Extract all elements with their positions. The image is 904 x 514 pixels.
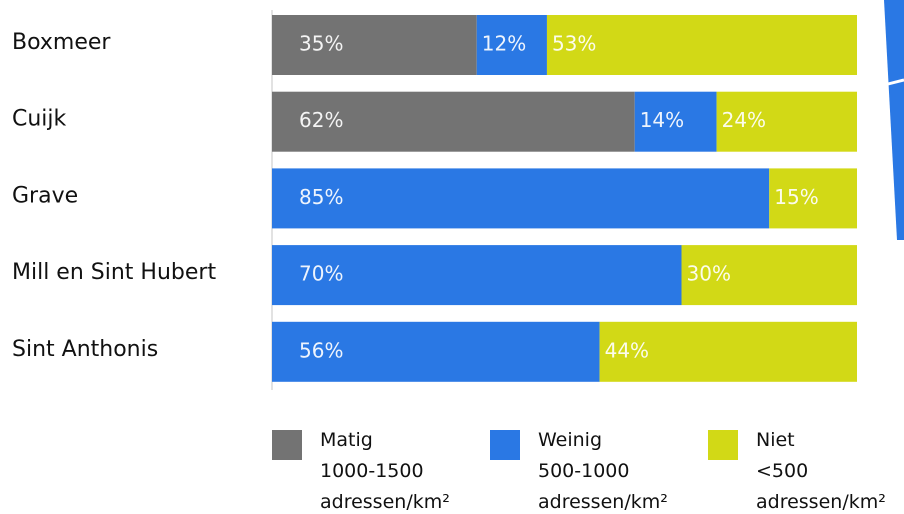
value-label: 14%	[640, 108, 684, 132]
category-label: Cuijk	[12, 107, 67, 132]
legend-swatch	[708, 430, 738, 460]
bar-segment	[716, 91, 857, 152]
value-label: 62%	[299, 108, 343, 132]
bar-segment	[272, 91, 635, 152]
bar-segment	[476, 15, 547, 75]
bar-segment	[599, 321, 857, 382]
legend-label: Niet <500 adressen/km²	[756, 429, 886, 513]
value-label: 30%	[687, 262, 731, 286]
category-label: Sint Anthonis	[12, 337, 158, 362]
legend-swatch	[272, 430, 302, 460]
value-label: 70%	[299, 262, 343, 286]
value-label: 85%	[299, 185, 343, 209]
legend-label: Matig 1000-1500 adressen/km²	[320, 429, 450, 513]
decoration	[884, 0, 904, 240]
value-label: 53%	[552, 32, 596, 56]
bar-segment	[272, 321, 600, 382]
category-label: Mill en Sint Hubert	[12, 260, 216, 285]
value-label: 12%	[482, 32, 526, 56]
bar-segment	[546, 15, 857, 75]
bar-segment	[681, 245, 857, 306]
bar-segment	[769, 168, 857, 229]
value-label: 24%	[722, 108, 766, 132]
bar-segment	[272, 168, 770, 229]
value-label: 15%	[774, 185, 818, 209]
bar-segment	[634, 91, 717, 152]
category-label: Boxmeer	[12, 30, 111, 55]
value-label: 44%	[605, 338, 649, 362]
decoration-line	[879, 78, 904, 88]
category-label: Grave	[12, 183, 78, 208]
value-label: 35%	[299, 32, 343, 56]
value-label: 56%	[299, 338, 343, 362]
legend-swatch	[490, 430, 520, 460]
legend-label: Weinig 500-1000 adressen/km²	[538, 429, 668, 513]
bar-segment	[272, 15, 477, 75]
bar-segment	[272, 245, 682, 306]
